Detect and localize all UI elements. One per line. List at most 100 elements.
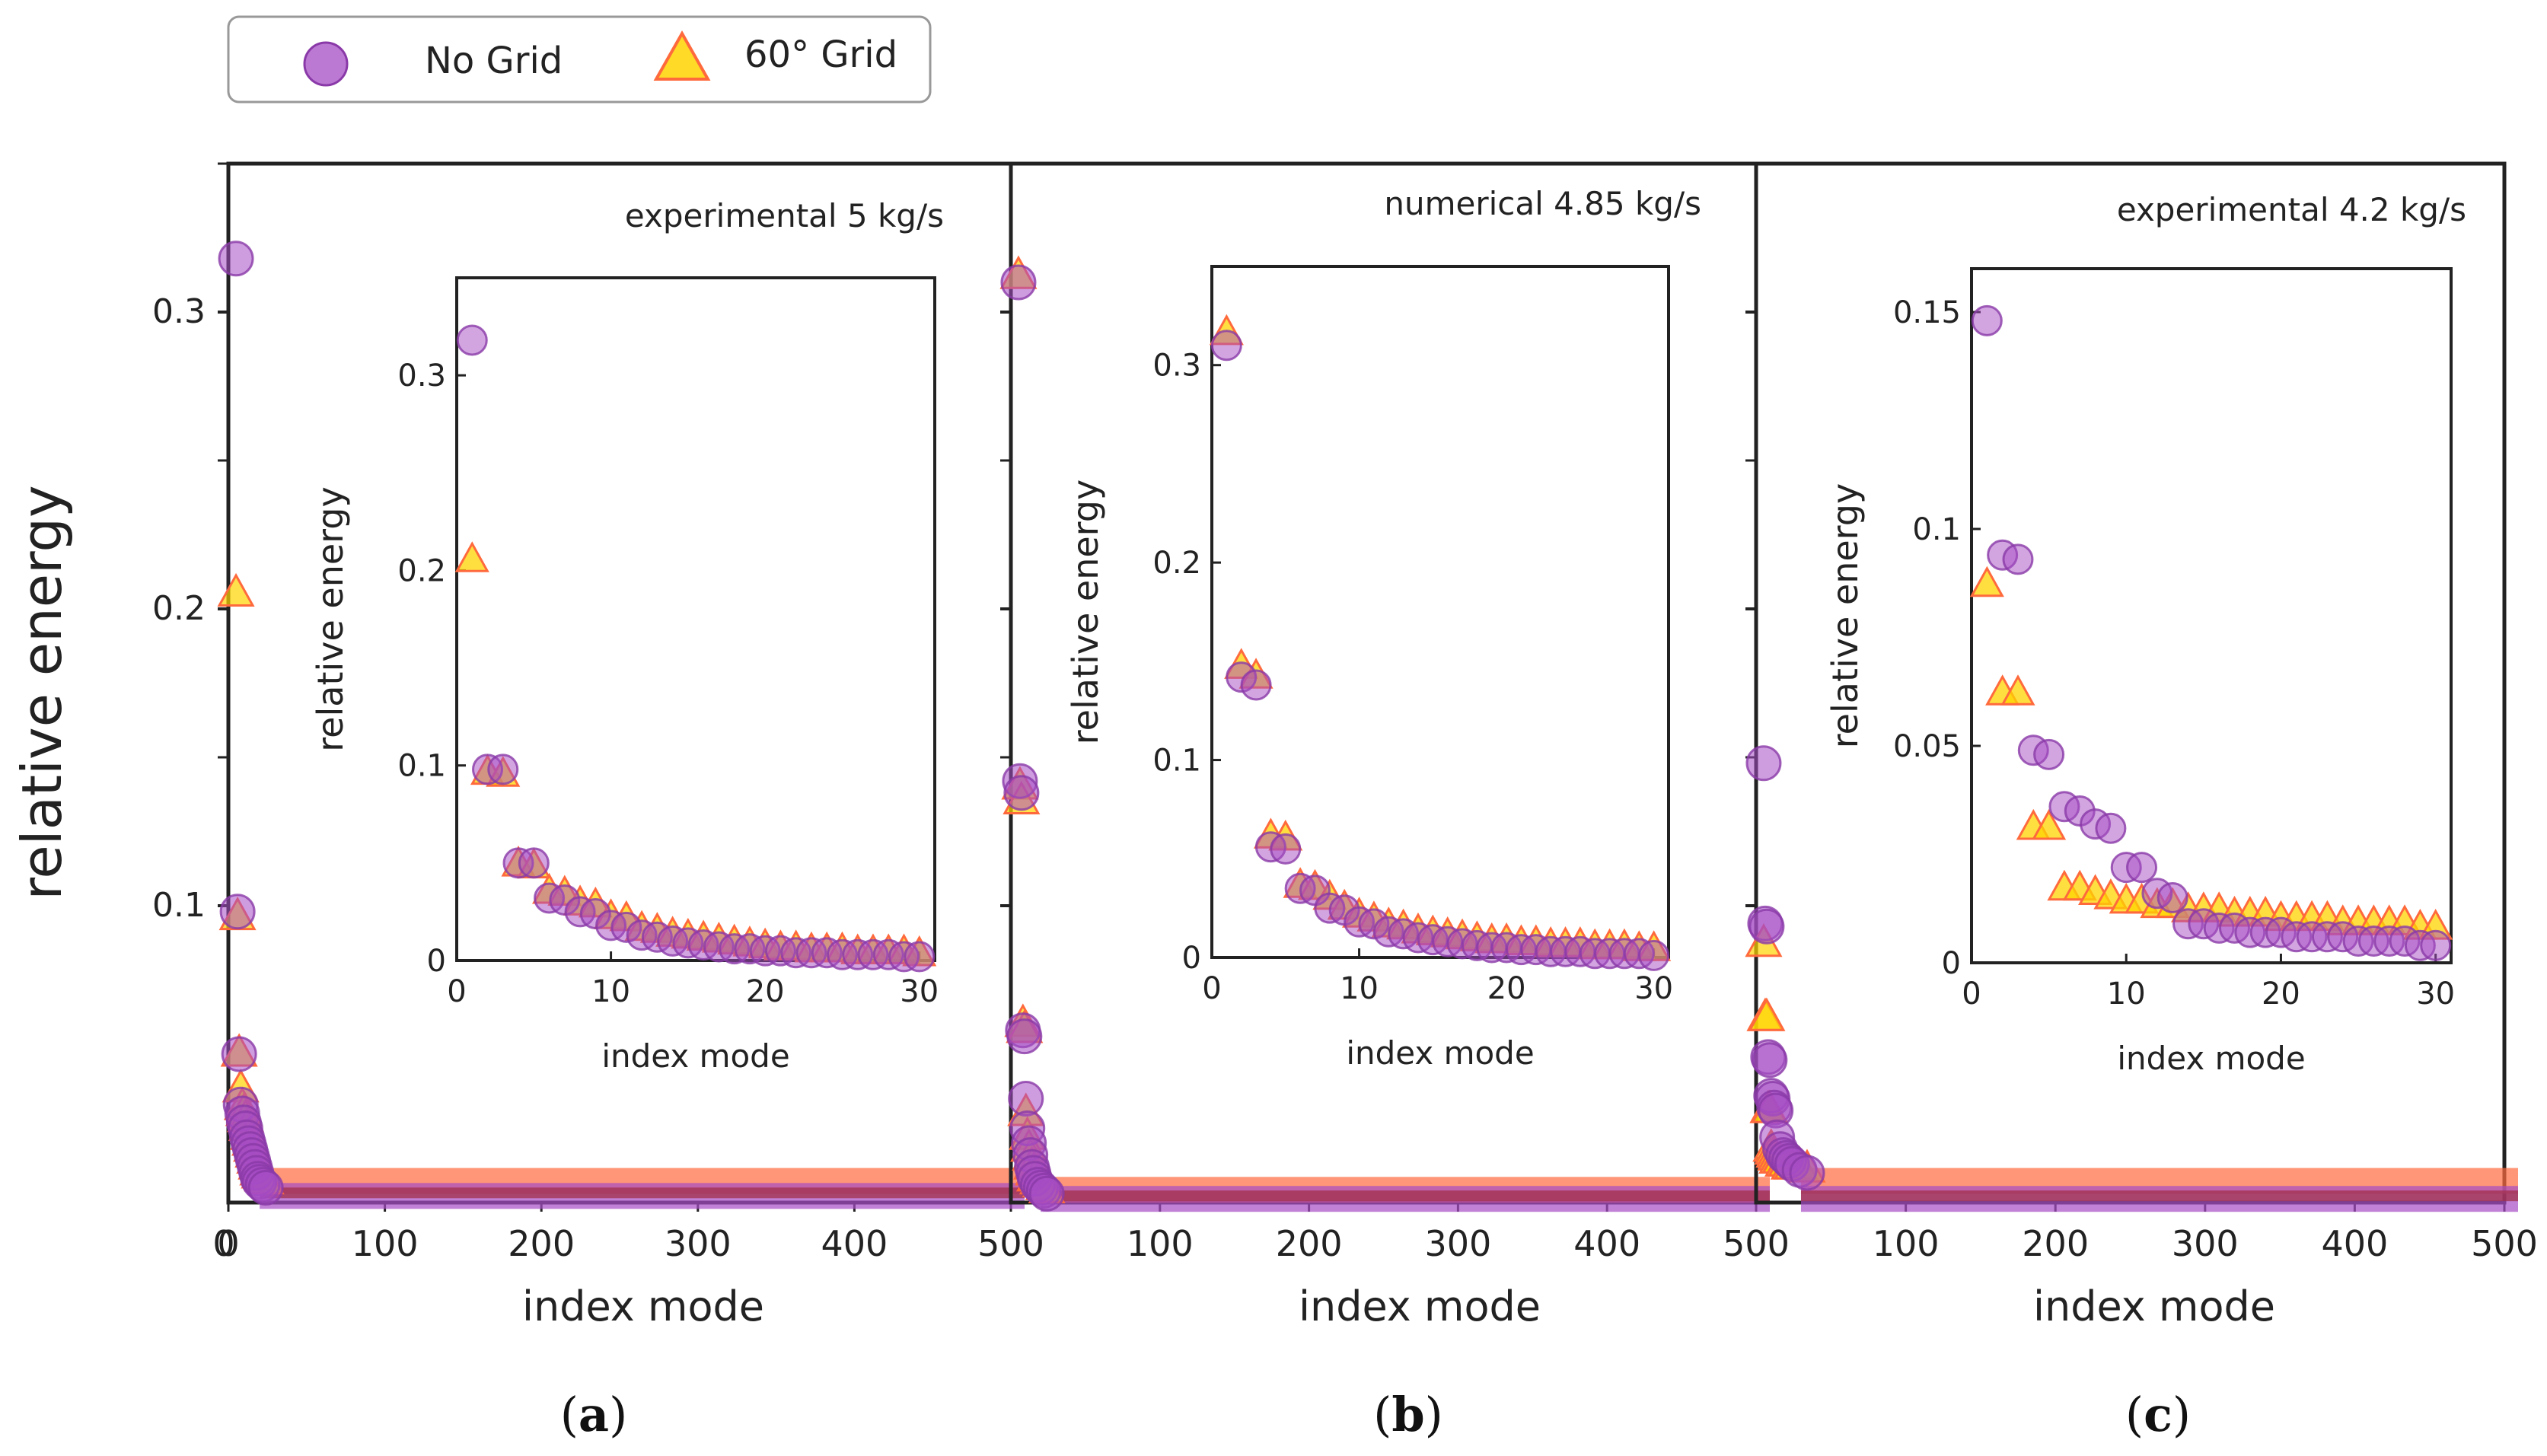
inset-point-no-grid: [1240, 669, 1272, 701]
tail-band-overlap: [1800, 1190, 2518, 1202]
point-no-grid: [247, 1170, 284, 1206]
x-tick-label: 300: [665, 1223, 732, 1264]
inset-x-tick-label: 10: [591, 974, 630, 1009]
inset-x-tick-label: 30: [2416, 977, 2455, 1012]
x-tick-label: 200: [1276, 1223, 1343, 1264]
x-tick-label: 300: [2172, 1223, 2239, 1264]
y-axis-label: relative energy: [10, 485, 74, 900]
inset-x-tick-label: 30: [1634, 971, 1673, 1006]
x-tick-label: 500: [1723, 1223, 1790, 1264]
inset-point-no-grid: [1638, 939, 1670, 971]
caption-open-paren: (: [1373, 1387, 1391, 1442]
point-no-grid: [219, 894, 256, 930]
y-tick-label: 0.2: [152, 589, 206, 628]
tail-band-overlap: [260, 1187, 1025, 1199]
inset-x-tick-label: 0: [1962, 977, 1981, 1012]
panel-annotation: numerical 4.85 kg/s: [1384, 185, 1701, 222]
inset-x-axis-label: index mode: [2117, 1040, 2305, 1077]
inset-point-no-grid: [2157, 882, 2188, 913]
x-tick-label-zero: 0: [212, 1223, 234, 1264]
inset-y-tick-label: 0.1: [1912, 512, 1961, 547]
inset-y-tick-label: 0.2: [1152, 546, 1201, 581]
panel-caption: (a): [560, 1387, 628, 1442]
legend: No Grid 60° Grid: [227, 15, 932, 104]
x-tick-label: 200: [2022, 1223, 2089, 1264]
inset-x-axis-label: index mode: [1346, 1034, 1534, 1072]
inset-x-tick-label: 10: [2107, 977, 2146, 1012]
inset-point-60-grid: [1969, 566, 2004, 597]
point-60-grid: [1748, 997, 1786, 1031]
inset-point-no-grid: [2095, 812, 2127, 844]
point-no-grid: [221, 1036, 257, 1072]
point-no-grid: [1745, 745, 1782, 782]
legend-label-no-grid: No Grid: [425, 40, 563, 82]
x-tick-label: 300: [1424, 1223, 1491, 1264]
inset-y-tick-label: 0.1: [397, 749, 446, 784]
inset-x-axis-label: index mode: [601, 1037, 789, 1075]
x-tick-label: 100: [1873, 1223, 1940, 1264]
x-tick-label: 400: [1573, 1223, 1640, 1264]
panel-annotation: experimental 5 kg/s: [625, 197, 944, 234]
inset-point-no-grid: [1210, 330, 1242, 362]
inset-b: 0 0.1 0.2 0.3 0 10 20 30 index mode relative ener…: [1065, 265, 1673, 1072]
x-tick-label: 400: [2321, 1223, 2388, 1264]
inset-y-tick-label: 0.15: [1893, 295, 1961, 330]
inset-y-tick-label: 0: [1942, 946, 1961, 981]
caption-close-paren: ): [609, 1387, 627, 1442]
x-tick-label: 200: [508, 1223, 575, 1264]
point-no-grid: [1003, 775, 1040, 811]
x-axis-label: index mode: [2033, 1282, 2275, 1330]
inset-y-axis-label: relative energy: [1065, 479, 1106, 744]
legend-marker-no-grid: [303, 41, 349, 87]
inset-y-tick-label: 0.1: [1152, 744, 1201, 779]
inset-point-no-grid: [456, 324, 488, 356]
inset-point-no-grid: [2033, 738, 2065, 770]
inset-y-tick-label: 0: [1182, 941, 1201, 976]
point-no-grid: [1752, 1042, 1788, 1078]
inset-x-tick-label: 0: [447, 974, 466, 1009]
inset-a: 0 0.1 0.2 0.3 0 10 20 30 index mode relative ener…: [310, 276, 939, 1075]
caption-open-paren: (: [560, 1387, 579, 1442]
legend-box: [227, 15, 932, 104]
caption-letter: c: [2144, 1387, 2172, 1442]
inset-frame: [1970, 267, 2453, 964]
y-tick-label: 0.3: [152, 292, 206, 331]
inset-point-no-grid: [1971, 304, 2003, 336]
point-no-grid: [218, 241, 254, 277]
inset-point-60-grid: [454, 541, 489, 572]
point-no-grid: [1028, 1175, 1065, 1212]
inset-c: 0 0.05 0.1 0.15 0 10 20 30 index mode relative en…: [1825, 267, 2455, 1077]
x-tick-label: 400: [821, 1223, 888, 1264]
panel-annotation: experimental 4.2 kg/s: [2117, 191, 2466, 228]
inset-y-tick-label: 0: [427, 944, 446, 979]
x-axis-label: index mode: [522, 1282, 764, 1330]
inset-point-60-grid: [2032, 808, 2067, 840]
inset-x-tick-label: 10: [1340, 971, 1379, 1006]
tail-band-overlap: [1041, 1190, 1770, 1202]
inset-y-tick-label: 0.05: [1893, 729, 1961, 764]
inset-point-no-grid: [2420, 929, 2452, 961]
x-axis-label: index mode: [1299, 1282, 1541, 1330]
inset-y-tick-label: 0.3: [397, 358, 446, 393]
caption-letter: b: [1391, 1387, 1424, 1442]
inset-point-no-grid: [2126, 852, 2158, 884]
x-tick-label: 100: [1127, 1223, 1194, 1264]
inset-frame: [455, 276, 936, 962]
inset-point-no-grid: [904, 941, 936, 973]
inset-point-no-grid: [1270, 833, 1302, 865]
point-no-grid: [1789, 1155, 1825, 1191]
point-no-grid: [1000, 264, 1037, 301]
inset-x-tick-label: 30: [900, 974, 939, 1009]
point-no-grid: [1748, 908, 1785, 945]
inset-y-tick-label: 0.3: [1152, 349, 1201, 384]
x-tick-label: 500: [2471, 1223, 2538, 1264]
point-no-grid: [1006, 1018, 1043, 1055]
caption-close-paren: ): [2172, 1387, 2191, 1442]
x-tick-label: 100: [352, 1223, 419, 1264]
inset-y-axis-label: relative energy: [310, 486, 351, 751]
x-tick-label: 500: [977, 1223, 1044, 1264]
